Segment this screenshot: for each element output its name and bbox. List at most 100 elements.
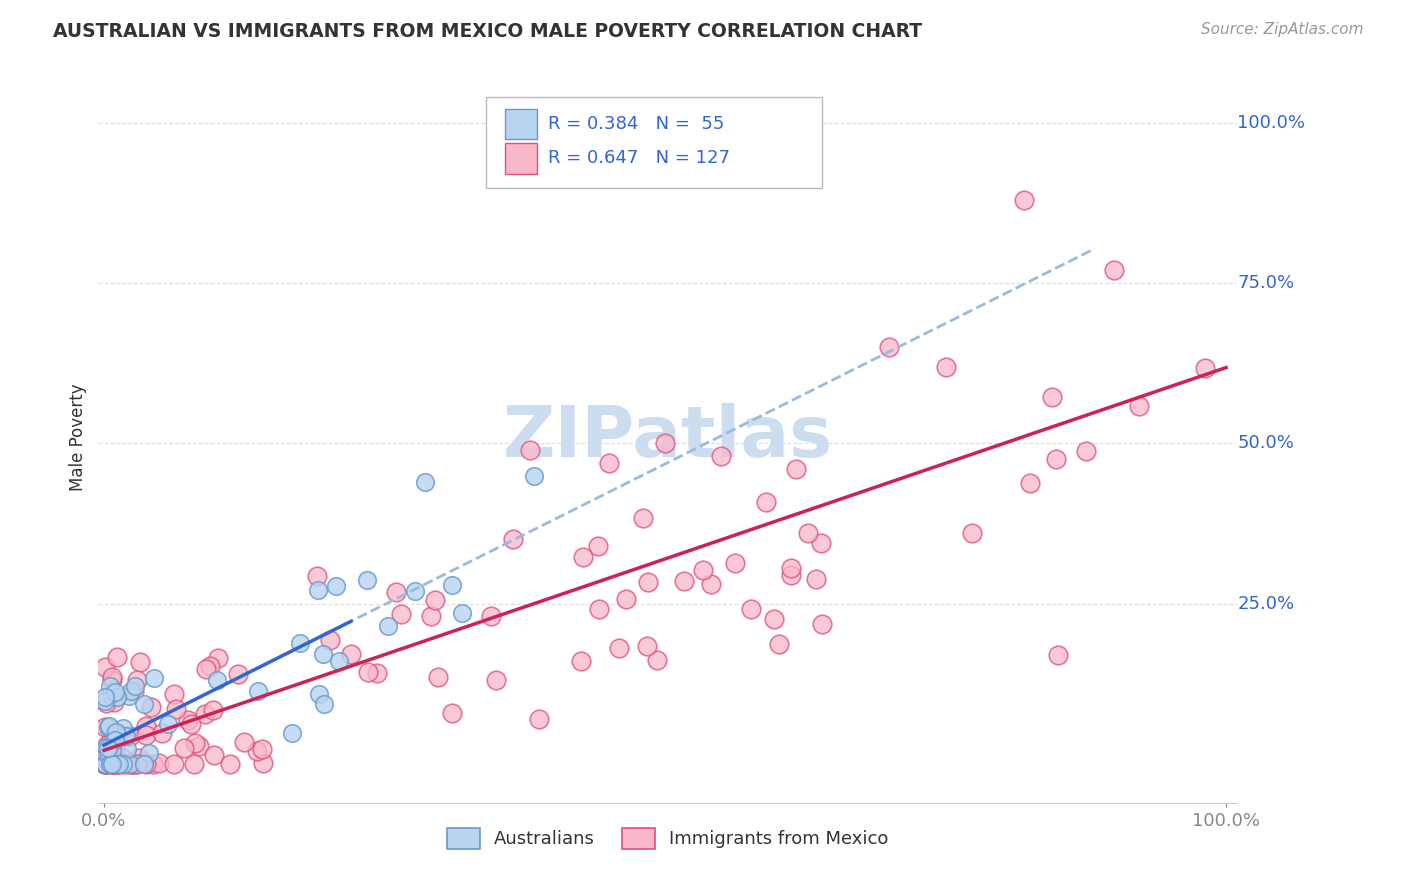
Point [94, 756, 117, 771]
Point [121, 756, 143, 771]
Point [797, 526, 820, 541]
Point [366, 665, 388, 680]
Point [879, 340, 901, 354]
Point [105, 690, 128, 704]
Text: R = 0.384   N =  55: R = 0.384 N = 55 [548, 115, 724, 133]
Point [105, 756, 128, 771]
Point [118, 689, 141, 703]
Point [108, 756, 131, 771]
Point [135, 729, 157, 743]
Point [385, 584, 408, 599]
Point [233, 734, 256, 748]
Point [101, 756, 124, 771]
Point [598, 456, 620, 470]
Point [104, 733, 127, 747]
Text: Source: ZipAtlas.com: Source: ZipAtlas.com [1201, 22, 1364, 37]
Point [198, 658, 221, 673]
Point [357, 665, 380, 679]
FancyBboxPatch shape [505, 109, 537, 139]
Point [451, 606, 474, 620]
Point [101, 756, 124, 771]
Point [811, 617, 834, 632]
Point [94, 745, 117, 759]
Point [202, 747, 225, 762]
Point [118, 756, 141, 771]
Point [104, 756, 127, 771]
Point [389, 607, 412, 621]
Point [194, 706, 217, 721]
Point [645, 653, 668, 667]
Point [105, 726, 128, 740]
Point [176, 713, 198, 727]
Point [97, 740, 120, 755]
Point [710, 450, 733, 464]
Point [142, 756, 165, 771]
Point [246, 744, 269, 758]
Point [173, 741, 195, 756]
Point [163, 756, 186, 771]
Point [103, 756, 125, 771]
Point [247, 684, 270, 698]
Point [107, 756, 129, 771]
Point [107, 649, 129, 664]
Point [1102, 263, 1125, 277]
Point [804, 572, 827, 586]
Point [288, 635, 311, 649]
Text: R = 0.647   N = 127: R = 0.647 N = 127 [548, 149, 730, 168]
Point [692, 563, 714, 577]
Point [184, 736, 207, 750]
Point [117, 742, 139, 756]
Point [150, 726, 173, 740]
Point [569, 654, 592, 668]
Point [101, 670, 124, 684]
Point [637, 575, 659, 590]
Point [97, 745, 120, 759]
Point [281, 726, 304, 740]
Point [143, 671, 166, 685]
Point [100, 756, 122, 771]
Point [219, 756, 242, 771]
Text: 75.0%: 75.0% [1237, 274, 1295, 292]
Point [112, 721, 135, 735]
Point [103, 695, 125, 709]
Point [636, 639, 658, 653]
Point [780, 561, 803, 575]
Point [202, 703, 225, 717]
Point [673, 574, 696, 588]
Point [101, 732, 124, 747]
Point [94, 720, 117, 734]
Point [98, 756, 121, 771]
Point [120, 684, 142, 698]
Point [163, 687, 186, 701]
FancyBboxPatch shape [505, 143, 537, 174]
Point [94, 660, 117, 674]
Point [139, 699, 162, 714]
Point [415, 475, 437, 489]
Point [207, 651, 229, 665]
Point [131, 755, 153, 769]
Point [340, 647, 363, 661]
Point [125, 756, 148, 771]
Legend: Australians, Immigrants from Mexico: Australians, Immigrants from Mexico [440, 821, 896, 856]
Point [307, 583, 329, 598]
Point [101, 756, 124, 771]
Point [308, 687, 330, 701]
Point [420, 609, 443, 624]
Point [1128, 399, 1150, 413]
Point [104, 724, 127, 739]
Point [1046, 648, 1069, 663]
Point [115, 756, 138, 771]
Point [614, 591, 637, 606]
Point [118, 756, 141, 771]
Point [124, 679, 146, 693]
Point [328, 654, 350, 668]
Point [1018, 475, 1040, 490]
Point [654, 436, 676, 450]
Point [404, 583, 426, 598]
Point [165, 702, 187, 716]
Point [94, 690, 117, 704]
Point [1045, 452, 1067, 467]
Point [586, 539, 609, 553]
Point [128, 751, 150, 765]
Point [129, 656, 152, 670]
